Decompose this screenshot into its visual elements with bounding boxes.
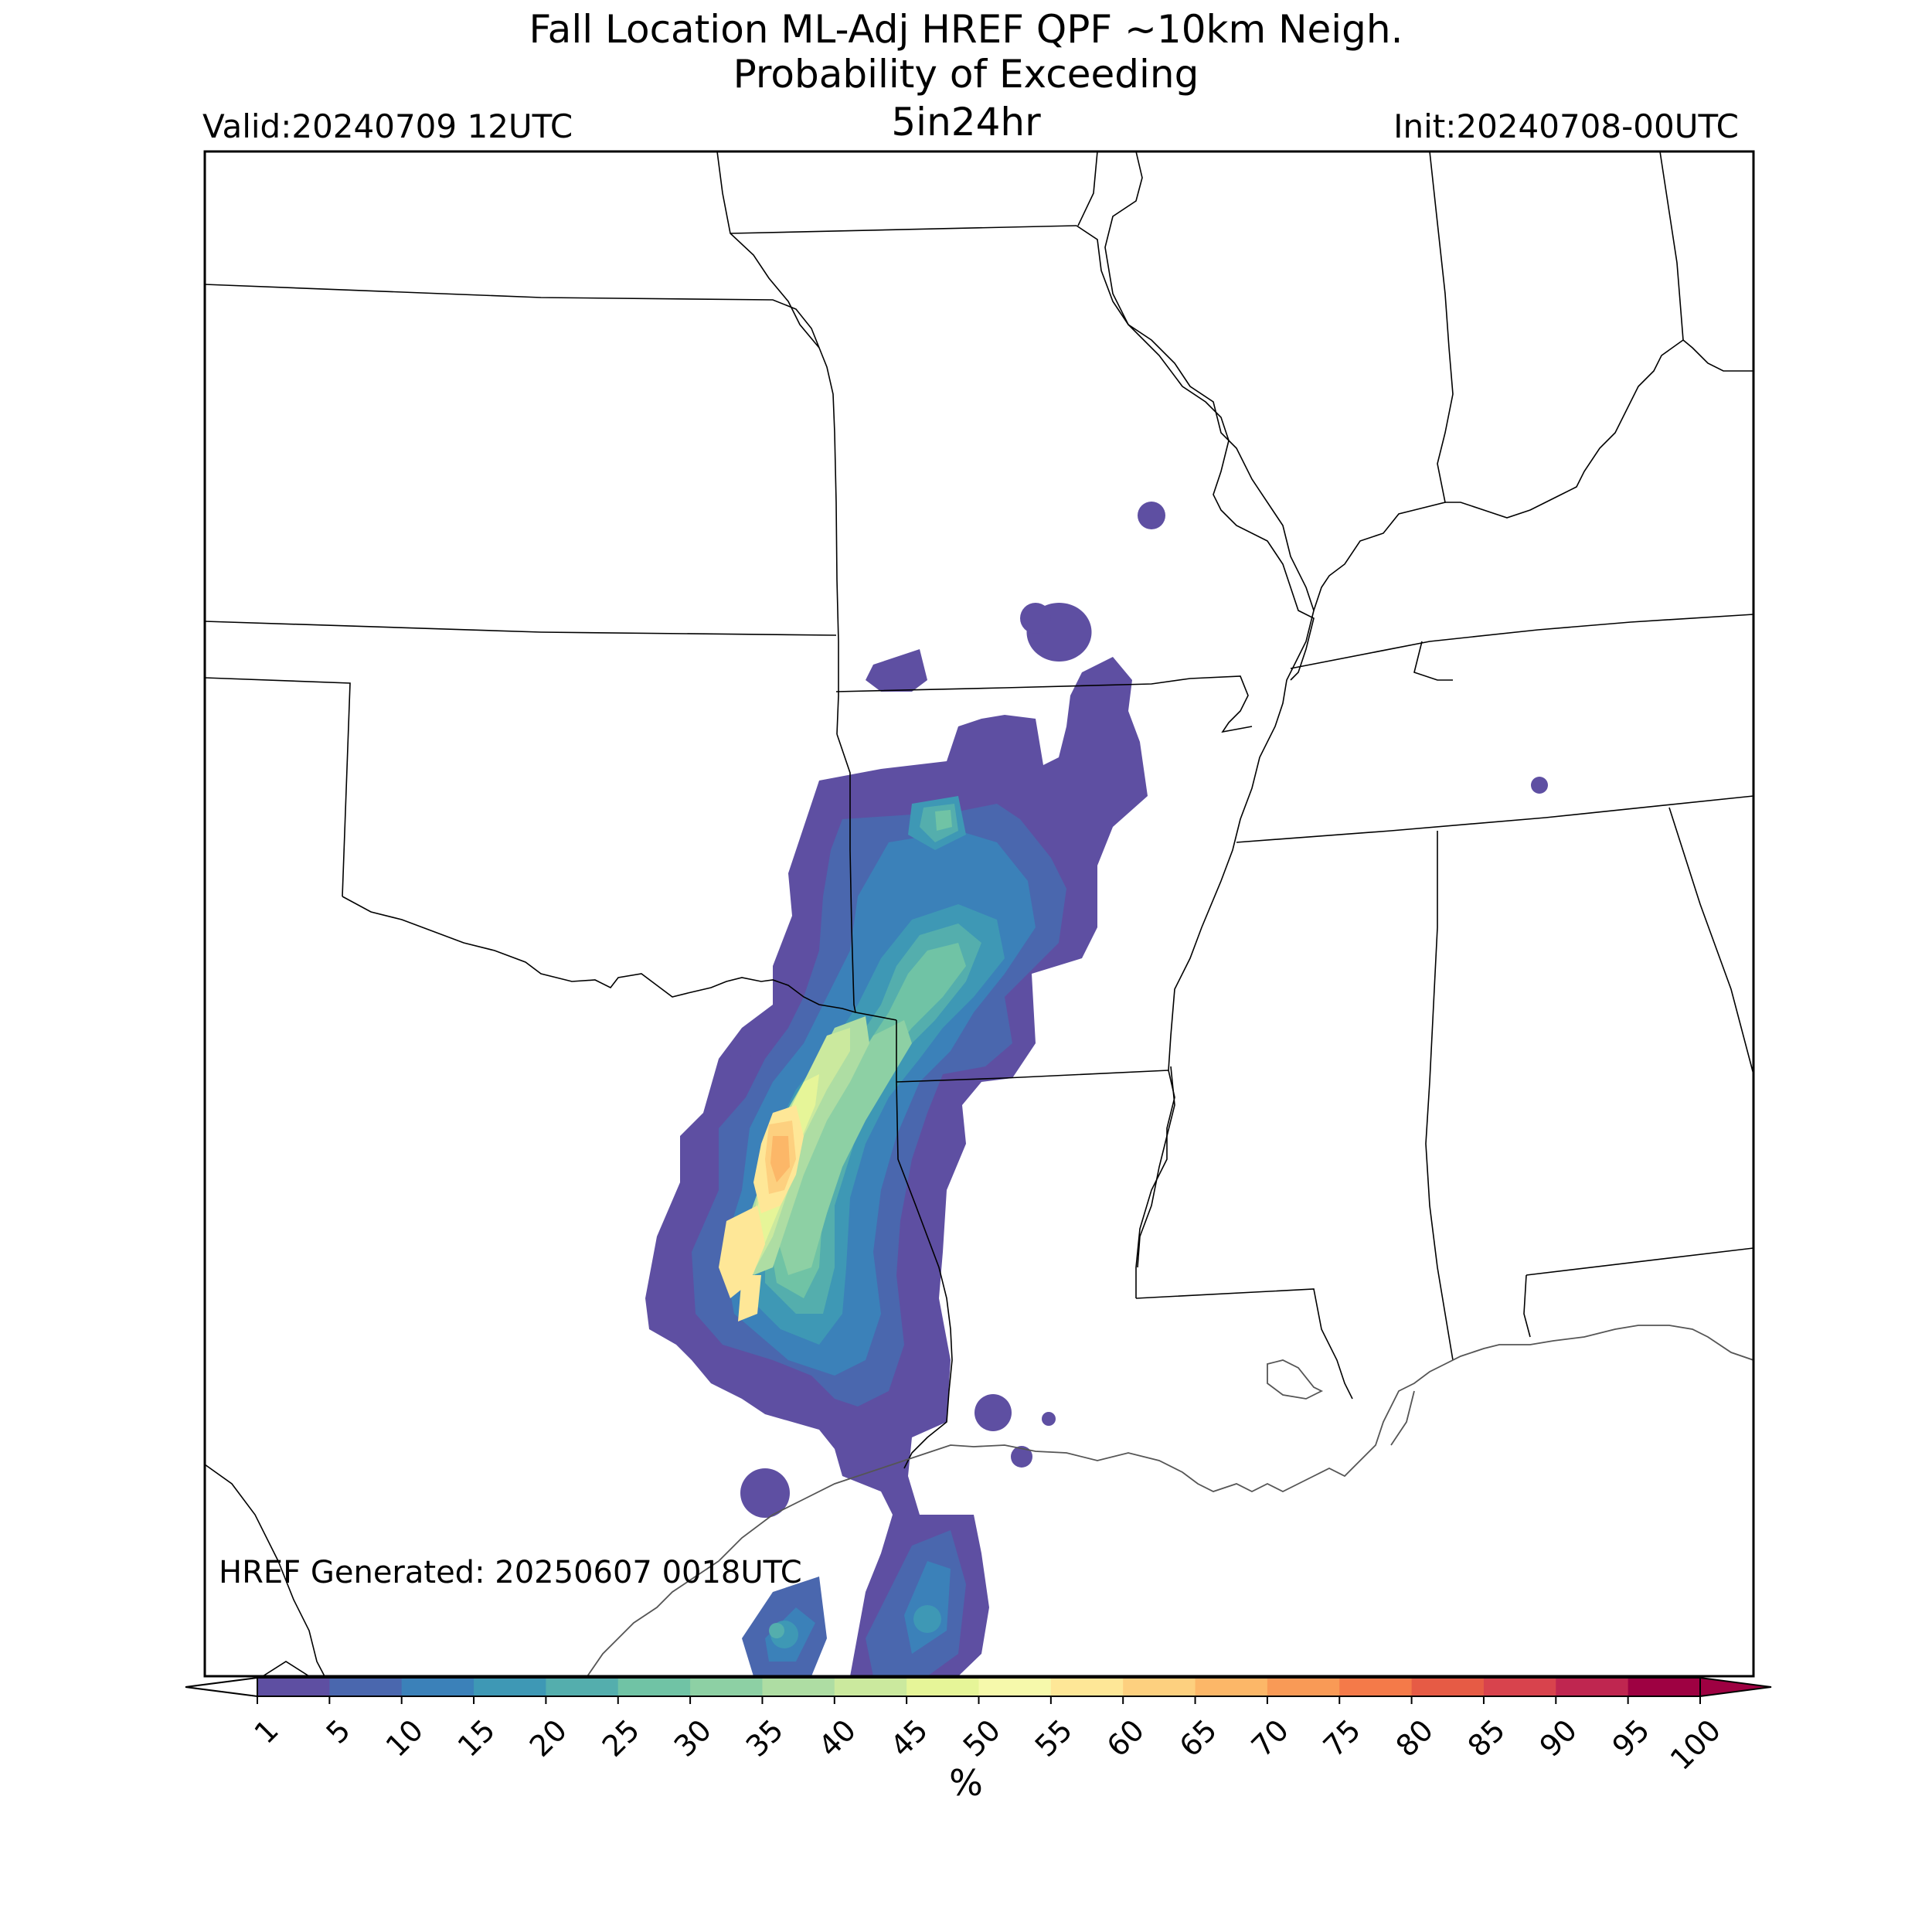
probability-field bbox=[645, 502, 1548, 1676]
gulf-coastline bbox=[587, 1325, 1753, 1676]
colorbar-swatch bbox=[546, 1678, 619, 1696]
valid-time-label: Valid:20240709 12UTC bbox=[202, 107, 573, 145]
colorbar-swatch bbox=[1411, 1678, 1485, 1696]
colorbar bbox=[185, 1676, 1772, 1704]
colorbar-unit-label: % bbox=[949, 1762, 983, 1804]
colorbar-swatch bbox=[1050, 1678, 1124, 1696]
colorbar-swatch bbox=[1123, 1678, 1196, 1696]
colorbar-swatch bbox=[401, 1678, 474, 1696]
map-frame bbox=[203, 150, 1755, 1678]
colorbar-swatch bbox=[690, 1678, 763, 1696]
colorbar-swatch bbox=[834, 1678, 907, 1696]
colorbar-swatch bbox=[1628, 1678, 1701, 1696]
chart-title-line-1: Fall Location ML-Adj HREF QPF ~10km Neig… bbox=[529, 7, 1403, 52]
colorbar-swatch bbox=[617, 1678, 691, 1696]
state-boundaries bbox=[205, 151, 1753, 1676]
colorbar-swatch bbox=[978, 1678, 1052, 1696]
colorbar-swatch bbox=[906, 1678, 979, 1696]
colorbar-swatch bbox=[762, 1678, 835, 1696]
chart-title-line-2: Probability of Exceeding bbox=[733, 52, 1199, 97]
colorbar-swatch bbox=[257, 1678, 330, 1696]
colorbar-extend-high bbox=[1699, 1676, 1772, 1698]
colorbar-swatch bbox=[329, 1678, 403, 1696]
colorbar-swatch bbox=[1556, 1678, 1629, 1696]
colorbar-extend-low bbox=[185, 1676, 258, 1698]
init-time-label: Init:20240708-00UTC bbox=[1393, 107, 1739, 145]
generated-timestamp: HREF Generated: 20250607 0018UTC bbox=[219, 1555, 802, 1590]
colorbar-swatch bbox=[1483, 1678, 1556, 1696]
colorbar-swatch bbox=[1339, 1678, 1413, 1696]
colorbar-swatch bbox=[474, 1678, 546, 1696]
colorbar-swatch bbox=[1195, 1678, 1268, 1696]
chart-title-threshold: 5in24hr bbox=[891, 100, 1041, 145]
colorbar-swatch bbox=[1267, 1678, 1340, 1696]
